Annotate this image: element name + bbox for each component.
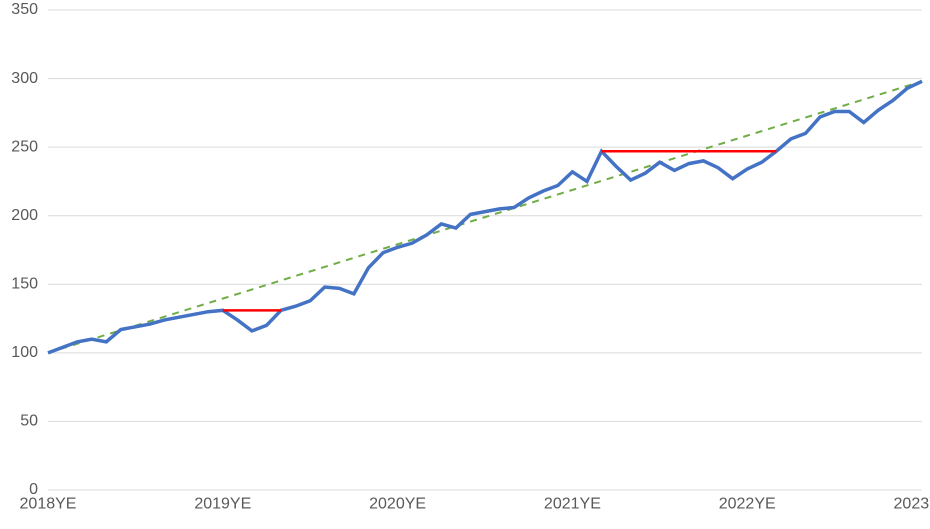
- x-tick-label: 2023YE: [894, 495, 930, 512]
- x-tick-label: 2019YE: [194, 495, 251, 512]
- x-tick-label: 2020YE: [369, 495, 426, 512]
- line-chart: 050100150200250300350 2018YE2019YE2020YE…: [0, 0, 930, 529]
- x-tick-label: 2021YE: [544, 495, 601, 512]
- chart-svg: 050100150200250300350 2018YE2019YE2020YE…: [0, 0, 930, 529]
- y-tick-label: 300: [11, 70, 38, 87]
- gridlines: [48, 10, 922, 490]
- x-tick-label: 2018YE: [20, 495, 77, 512]
- series-group: [48, 81, 922, 353]
- trend-line: [48, 81, 922, 353]
- y-tick-label: 200: [11, 207, 38, 224]
- y-tick-label: 350: [11, 1, 38, 18]
- y-tick-label: 100: [11, 344, 38, 361]
- x-axis-labels: 2018YE 2019YE 2020YE 2021YE 2022YE 2023YE: [20, 495, 930, 512]
- y-tick-label: 150: [11, 276, 38, 293]
- y-axis-labels: 050100150200250300350: [11, 1, 38, 498]
- x-tick-label: 2022YE: [719, 495, 776, 512]
- y-tick-label: 50: [20, 413, 38, 430]
- y-tick-label: 250: [11, 138, 38, 155]
